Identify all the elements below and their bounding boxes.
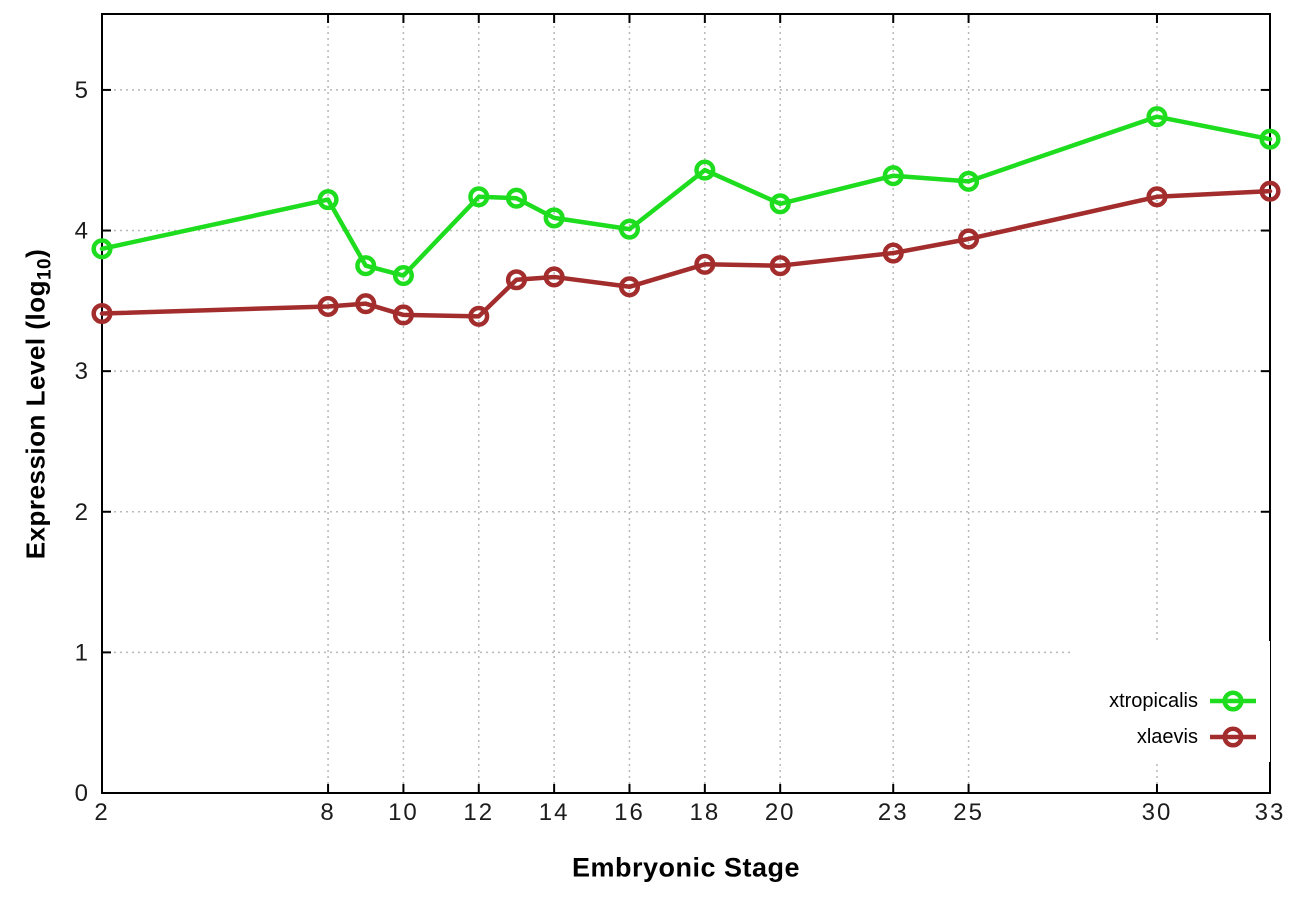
series-line-xtropicalis xyxy=(99,114,1273,278)
x-tick-label: 2 xyxy=(94,799,109,826)
x-tick-label: 20 xyxy=(765,799,796,826)
data-point-marker-xlaevis xyxy=(1259,180,1281,202)
y-axis-title-close-paren: ) xyxy=(20,248,51,258)
data-point-marker-xlaevis xyxy=(392,304,414,326)
y-tick-label: 0 xyxy=(75,780,90,807)
data-point-marker-xlaevis xyxy=(882,242,904,264)
data-point-marker-xtropicalis xyxy=(618,218,641,240)
data-point-marker-xlaevis xyxy=(317,295,339,318)
y-tick-label: 1 xyxy=(75,639,90,666)
data-point-marker-xtropicalis xyxy=(317,189,339,211)
data-point-marker-xtropicalis xyxy=(694,159,716,181)
data-point-marker-xlaevis xyxy=(505,269,528,291)
line-marker-sample-icon xyxy=(1210,690,1256,712)
x-tick-label: 33 xyxy=(1255,799,1286,826)
x-tick-label: 23 xyxy=(878,799,909,826)
data-point-marker-xtropicalis xyxy=(1259,128,1281,150)
legend-item-xtropicalis: xtropicalis xyxy=(1073,683,1256,719)
y-axis-title: Expression Level (log10) xyxy=(20,248,56,560)
y-tick-label: 4 xyxy=(75,218,90,245)
y-tick-label: 2 xyxy=(75,499,90,526)
legend-label: xtropicalis xyxy=(1109,689,1198,712)
y-tick-label: 3 xyxy=(75,358,90,385)
data-point-marker-xlaevis xyxy=(618,276,641,298)
x-tick-label: 30 xyxy=(1142,799,1173,826)
y-axis-title-subscript: 10 xyxy=(34,257,56,281)
y-tick-label: 5 xyxy=(75,77,90,104)
x-axis-title: Embryonic Stage xyxy=(571,852,801,883)
data-point-marker-xlaevis xyxy=(1146,186,1168,208)
data-point-marker-xtropicalis xyxy=(958,170,980,192)
data-point-marker-xtropicalis xyxy=(468,186,490,208)
data-point-marker-xtropicalis xyxy=(91,238,113,260)
data-point-marker-xlaevis xyxy=(91,302,113,325)
legend: xtropicalis xlaevis xyxy=(1073,641,1270,762)
legend-label: xlaevis xyxy=(1136,725,1198,748)
x-tick-label: 12 xyxy=(463,799,494,826)
x-tick-label: 16 xyxy=(614,799,645,826)
data-point-marker-xtropicalis xyxy=(355,255,377,277)
legend-item-xlaevis: xlaevis xyxy=(1073,719,1256,755)
data-point-marker-xtropicalis xyxy=(1146,106,1168,128)
x-tick-label: 14 xyxy=(539,799,570,826)
x-tick-label: 8 xyxy=(320,799,335,826)
data-point-marker-xtropicalis xyxy=(543,207,565,229)
x-tick-label: 18 xyxy=(689,799,720,826)
data-point-marker-xlaevis xyxy=(958,228,980,250)
data-point-marker-xlaevis xyxy=(468,305,490,327)
data-point-marker-xlaevis xyxy=(355,293,377,315)
data-point-marker-xlaevis xyxy=(769,255,791,277)
data-point-marker-xlaevis xyxy=(694,253,716,275)
data-point-marker-xtropicalis xyxy=(882,165,904,187)
data-point-marker-xtropicalis xyxy=(505,187,528,209)
data-point-marker-xtropicalis xyxy=(769,193,791,215)
y-axis-title-text: Expression Level (log xyxy=(20,280,51,560)
data-point-marker-xtropicalis xyxy=(392,264,414,287)
data-point-marker-xlaevis xyxy=(543,266,565,288)
x-tick-label: 25 xyxy=(953,799,984,826)
plot-border xyxy=(101,13,1271,794)
line-marker-sample-icon xyxy=(1210,726,1256,748)
x-tick-label: 10 xyxy=(388,799,419,826)
